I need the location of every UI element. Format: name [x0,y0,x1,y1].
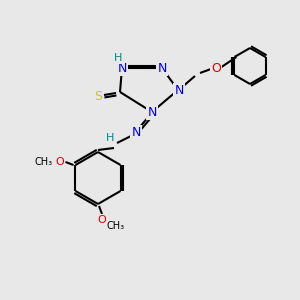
Text: N: N [157,61,167,74]
Text: CH₃: CH₃ [107,221,125,231]
Text: S: S [94,89,102,103]
Text: O: O [98,215,106,225]
Text: N: N [147,106,157,118]
Text: N: N [131,125,141,139]
Text: N: N [117,61,127,74]
Text: H: H [106,133,114,143]
Text: CH₃: CH₃ [34,157,52,167]
Text: O: O [211,61,221,74]
Text: H: H [114,53,122,63]
Text: O: O [55,157,64,167]
Text: N: N [174,83,184,97]
